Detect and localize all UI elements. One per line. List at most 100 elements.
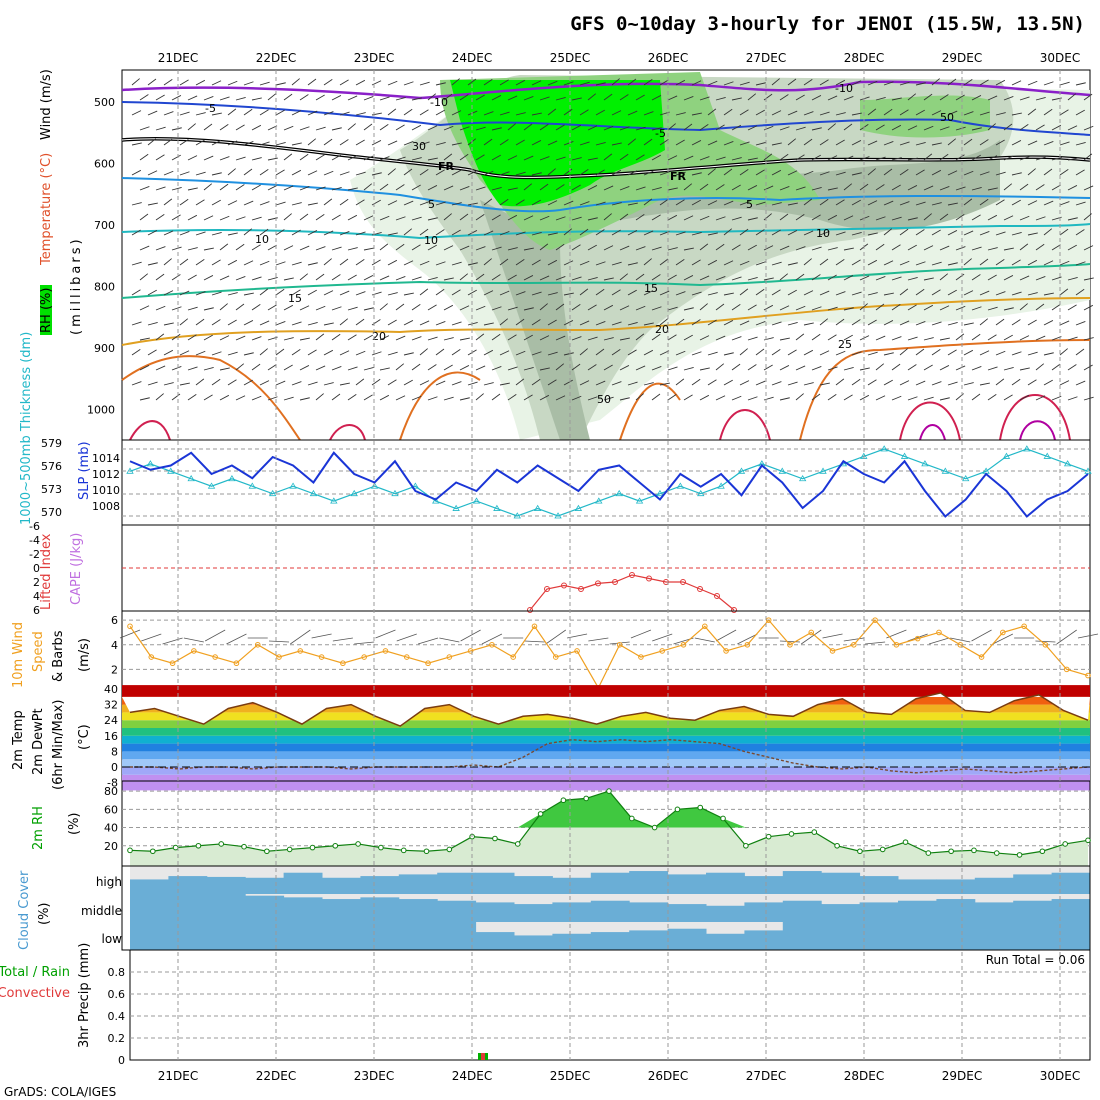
upper-wind-barb (323, 138, 333, 146)
upper-wind-barb (907, 217, 918, 221)
upper-wind-barb (987, 306, 998, 311)
wind10m-marker (233, 660, 240, 667)
upper-wind-barb (587, 217, 598, 221)
upper-wind-barb (819, 290, 830, 296)
upper-wind-barb (995, 112, 1006, 116)
upper-wind-barb (235, 216, 246, 221)
isotherm-label-minus5b: -5 (655, 127, 666, 140)
upper-wind-barb (835, 139, 845, 146)
upper-wind-barb (195, 139, 205, 146)
upper-wind-barb (803, 198, 813, 206)
precip-bar-convective-24dec (481, 1053, 485, 1060)
upper-wind-barb (867, 292, 878, 296)
temp-color-band (122, 735, 1090, 744)
wind10m-barb (162, 637, 183, 645)
upper-wind-barb (483, 138, 493, 146)
upper-wind-barb (403, 260, 414, 266)
wind-tick-label: 2 (111, 663, 118, 676)
rh2m-marker (674, 806, 681, 813)
upper-wind-barb (827, 247, 838, 251)
rh2m-marker (925, 850, 932, 856)
upper-wind-barb (531, 112, 542, 116)
upper-wind-barb (1083, 364, 1093, 371)
upper-wind-barb (411, 157, 422, 161)
upper-wind-barb (787, 321, 798, 326)
upper-wind-barb (891, 216, 902, 221)
li-marker (595, 580, 601, 587)
cloud-bar (283, 897, 323, 922)
upper-wind-barb (915, 288, 925, 296)
cloud-bar (859, 922, 899, 950)
thickness-marker (309, 489, 318, 497)
upper-wind-barb (739, 380, 750, 386)
upper-wind-barb (379, 96, 390, 101)
upper-wind-barb (315, 154, 325, 161)
upper-wind-barb (963, 349, 974, 356)
upper-wind-barb (563, 81, 574, 86)
wind-ylabel-3: & Barbs (51, 630, 66, 682)
upper-wind-barb (355, 79, 366, 86)
upper-wind-barb (979, 111, 990, 116)
thickness-marker (921, 460, 929, 467)
upper-wind-barb (899, 260, 910, 266)
precip-tick-label: 0.2 (108, 1032, 126, 1045)
upper-wind-barb (211, 172, 222, 176)
upper-wind-barb (355, 171, 366, 176)
upper-wind-barb (411, 216, 422, 221)
upper-wind-barb (331, 393, 341, 401)
upper-wind-barb (131, 202, 142, 206)
upper-wind-barb (307, 262, 318, 266)
li-marker (578, 586, 584, 592)
upper-wind-barb (723, 352, 734, 356)
wind10m-barb (439, 637, 460, 643)
upper-wind-barb (763, 396, 774, 401)
upper-wind-barb (347, 334, 357, 341)
wind10m-barb (460, 629, 481, 642)
upper-wind-barb (155, 305, 166, 311)
upper-wind-barb (259, 320, 270, 326)
isotherm-minus10 (121, 80, 1091, 100)
upper-wind-barb (939, 213, 949, 221)
upper-wind-barb (539, 367, 550, 371)
upper-wind-barb (251, 244, 261, 251)
upper-wind-barb (971, 214, 981, 221)
upper-wind-barb (427, 364, 437, 371)
rh2m-marker (378, 844, 384, 851)
cloud-bar (859, 876, 899, 894)
upper-wind-barb (779, 245, 790, 251)
upper-wind-barb (851, 319, 861, 326)
upper-wind-barb (395, 156, 406, 161)
upper-wind-barb (987, 214, 998, 221)
isotherm-label-minus5: -5 (205, 102, 216, 115)
upper-wind-barb (1075, 261, 1086, 266)
upper-wind-barb (963, 111, 974, 116)
upper-wind-barb (379, 367, 390, 371)
upper-wind-barb (627, 78, 637, 86)
upper-wind-barb (595, 288, 605, 296)
rh2m-marker (355, 841, 361, 847)
upper-wind-barb (1003, 123, 1013, 131)
upper-wind-barb (963, 258, 972, 266)
upper-wind-barb (539, 96, 550, 101)
upper-ylabel-rh: RH (%) (39, 288, 54, 333)
upper-wind-barb (131, 289, 141, 296)
wind10m-marker (1021, 623, 1027, 630)
slp-series-line (129, 451, 1089, 518)
upper-wind-barb (1059, 109, 1069, 116)
upper-wind-barb (707, 319, 717, 326)
upper-wind-barb (883, 260, 894, 266)
upper-wind-barb (667, 306, 678, 311)
upper-wind-barb (739, 141, 750, 146)
upper-wind-barb (755, 201, 766, 206)
wind10m-marker (616, 641, 623, 648)
upper-wind-barb (1027, 319, 1037, 326)
upper-wind-barb (219, 96, 230, 101)
upper-wind-barb (955, 246, 966, 251)
bottom-date-label: 30DEC (1040, 1069, 1080, 1083)
wind10m-barb (183, 637, 204, 643)
upper-wind-barb (619, 337, 630, 341)
wind10m-marker (574, 648, 580, 654)
upper-wind-barb (1067, 185, 1078, 191)
upper-wind-barb (883, 352, 894, 356)
upper-wind-barb (323, 198, 333, 206)
